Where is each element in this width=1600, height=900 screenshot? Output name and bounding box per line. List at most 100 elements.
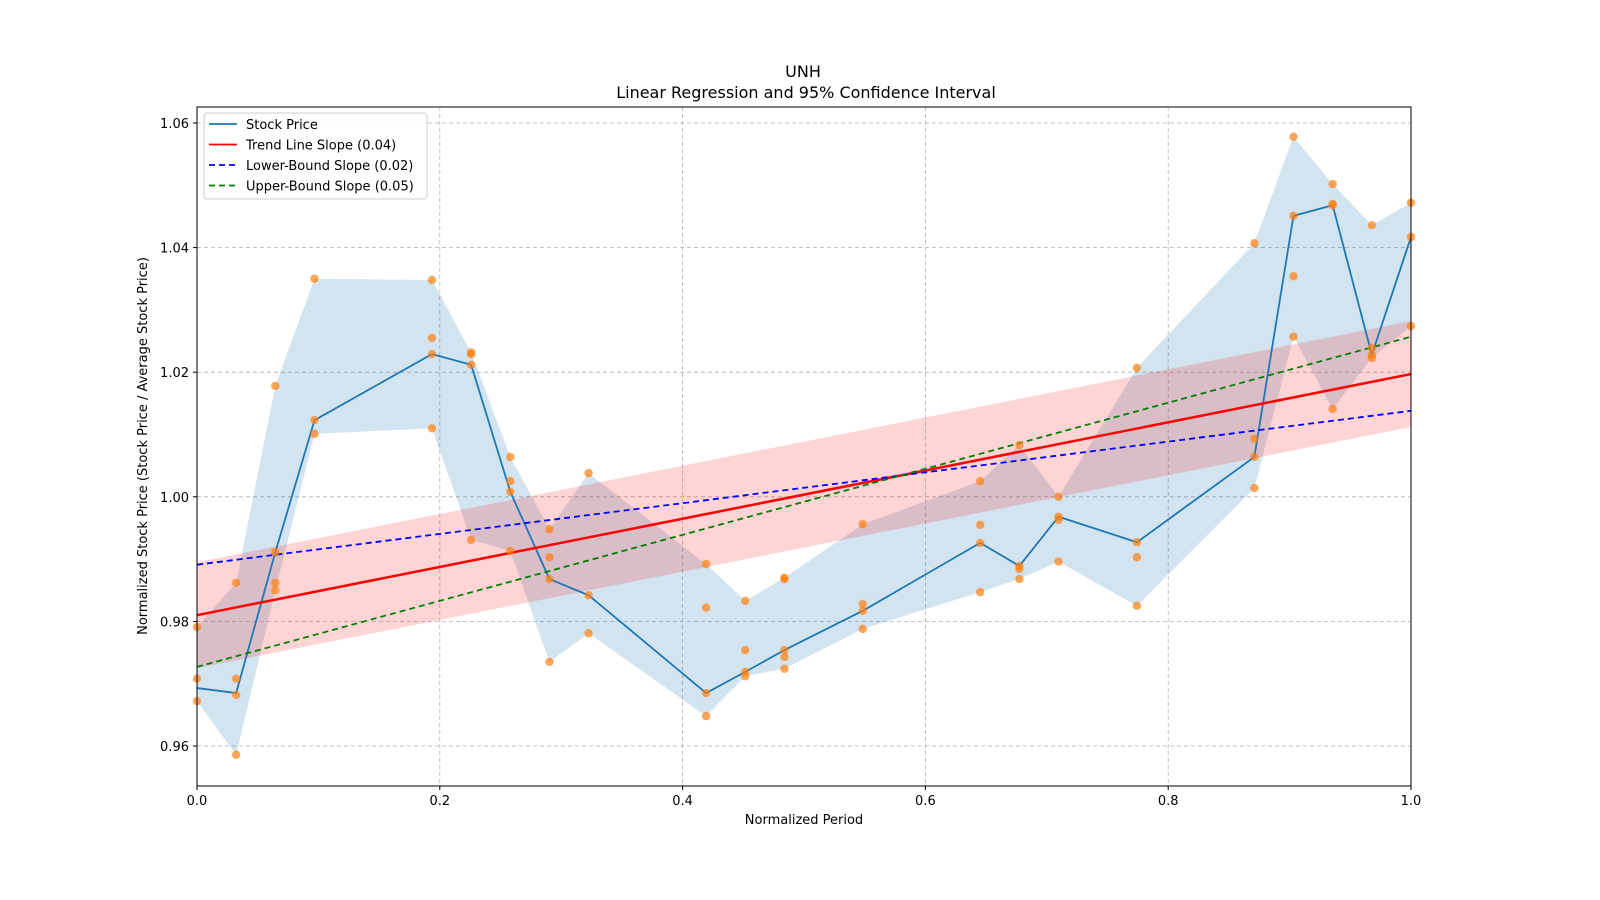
data-point [976,538,985,548]
data-point [1289,332,1298,341]
data-point [1054,515,1063,525]
data-point [701,603,711,612]
data-point [231,674,241,683]
y-tick-label: 1.00 [160,491,189,506]
data-point [701,688,711,698]
data-point [1289,211,1298,221]
x-tick-label: 0.8 [1158,794,1179,809]
data-point [506,477,515,486]
data-point [271,578,280,587]
data-point [1015,564,1024,574]
data-point [506,546,515,556]
data-point [858,624,867,634]
data-point [1289,132,1298,141]
plot-frame [196,106,1412,787]
data-point [1132,553,1142,562]
x-axis-label: Normalized Period [745,813,863,828]
data-point [231,690,241,700]
data-point [741,672,750,681]
data-point [584,629,593,638]
points [192,132,1416,759]
x-ticks: 0.0 0.2 0.4 0.6 0.8 1.0 [187,786,1422,809]
data-point [780,645,789,655]
data-point [858,599,867,609]
data-point [1328,404,1337,414]
data-point [1367,343,1377,353]
data-point [231,750,241,759]
data-point [1132,601,1142,611]
data-point [780,574,789,584]
data-point [584,591,593,600]
legend: Stock Price Trend Line Slope (0.04) Lower-… [203,112,428,200]
data-point [741,645,750,655]
chart-subtitle: Linear Regression and 95% Confidence Int… [616,83,996,102]
data-point [780,664,789,673]
data-point [427,333,437,343]
data-point [1054,557,1063,566]
y-tick-label: 1.06 [160,117,189,132]
data-point [858,520,867,529]
data-point [466,360,476,369]
x-tick-label: 0.2 [429,794,450,809]
data-point [1250,434,1259,444]
x-tick-label: 0.0 [187,794,208,809]
data-point [231,578,241,587]
data-point [701,559,711,569]
y-tick-label: 0.96 [160,740,189,755]
chart-title: UNH [785,62,821,81]
y-ticks: 0.96 0.98 1.00 1.02 1.04 1.06 [160,117,197,755]
data-point [271,548,280,557]
data-point [1132,538,1142,547]
data-point [427,349,437,359]
data-point [780,652,789,662]
data-point [858,606,867,616]
data-point [701,711,711,721]
y-tick-label: 0.98 [160,615,189,630]
data-point [1328,201,1337,210]
data-point [506,452,515,462]
data-point [506,487,515,497]
data-point [466,349,476,359]
bands [197,136,1411,755]
price-range-band [197,136,1411,755]
data-point [1015,440,1024,450]
stock-price-line [196,204,1412,695]
legend-label: Lower-Bound Slope (0.02) [246,159,413,174]
y-axis-label: Normalized Stock Price (Stock Price / Av… [136,257,151,635]
data-point [271,586,280,595]
legend-label: Upper-Bound Slope (0.05) [246,180,414,195]
data-point [1250,239,1259,248]
legend-label: Trend Line Slope (0.04) [245,139,396,154]
x-tick-label: 1.0 [1401,794,1422,809]
data-point [1250,452,1259,462]
legend-label: Stock Price [246,118,318,133]
data-point [310,415,319,425]
data-point [310,274,319,283]
x-tick-label: 0.6 [915,794,936,809]
data-point [976,587,985,597]
data-point [1015,574,1024,584]
trend-line [196,372,1412,617]
data-point [1250,483,1259,493]
data-point [545,524,554,534]
data-point [1367,353,1377,363]
data-point [1328,179,1337,189]
data-point [1054,492,1063,501]
data-point [310,429,319,439]
data-point [427,275,437,285]
data-point [545,553,554,562]
data-point [427,424,437,433]
data-point [545,657,554,667]
x-tick-label: 0.4 [672,794,693,809]
lower-bound-line [196,409,1412,566]
data-point [741,596,750,606]
y-tick-label: 1.02 [160,366,189,381]
data-point [545,574,554,584]
data-point [466,535,476,544]
data-point [584,468,593,478]
y-tick-label: 1.04 [160,242,189,257]
data-point [976,520,985,530]
data-point [976,477,985,486]
data-point [1367,220,1377,230]
